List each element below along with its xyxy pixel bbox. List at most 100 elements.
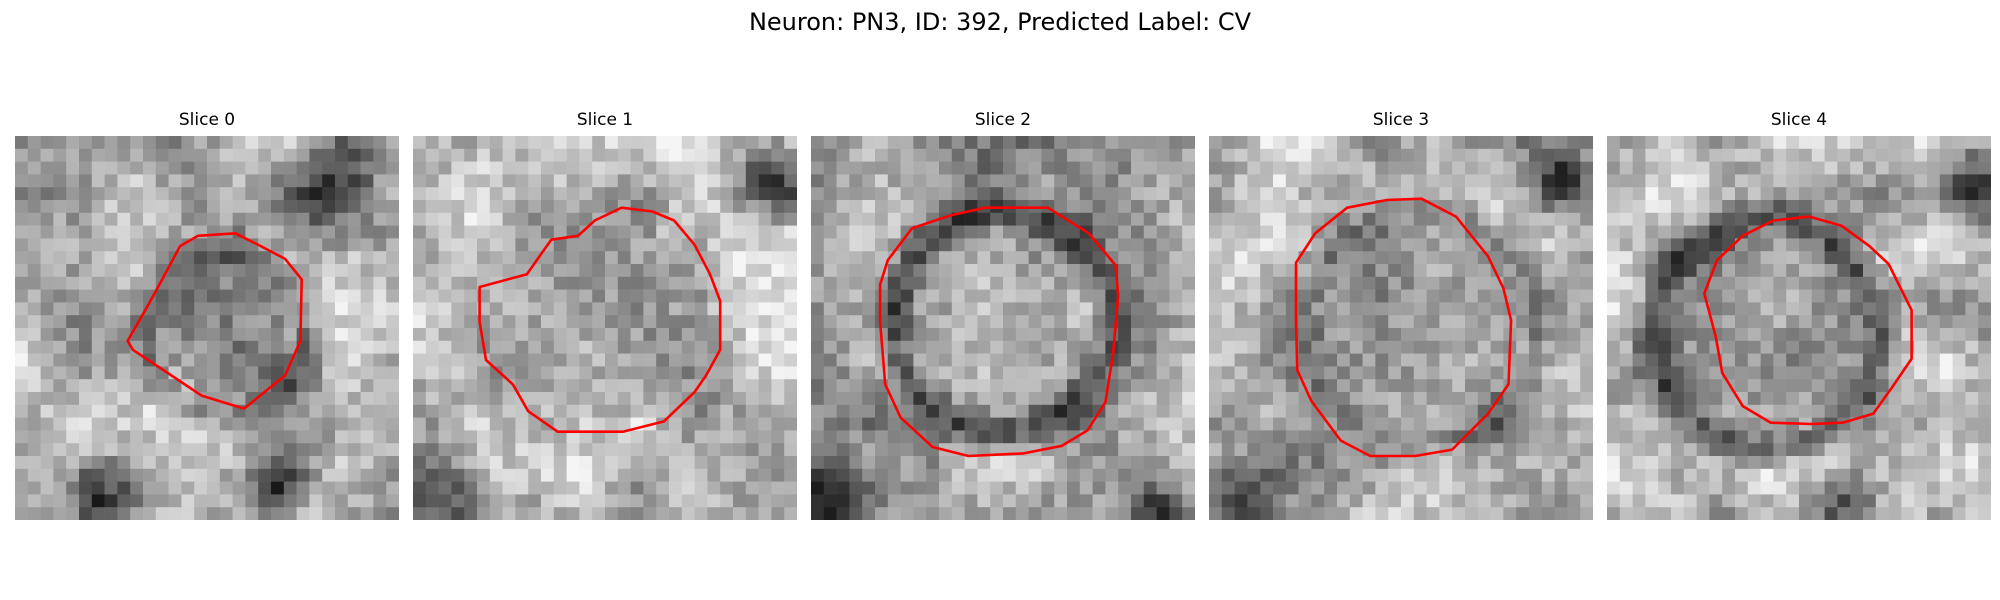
image-pixel — [1169, 481, 1183, 495]
image-pixel — [1786, 353, 1800, 367]
image-pixel — [1952, 507, 1966, 520]
image-pixel — [1349, 481, 1363, 495]
image-pixel — [1671, 225, 1685, 239]
image-pixel — [1580, 238, 1593, 252]
image-pixel — [875, 161, 889, 175]
image-pixel — [1273, 161, 1287, 175]
image-pixel — [1156, 468, 1170, 482]
image-pixel — [1234, 392, 1248, 406]
image-pixel — [1952, 174, 1966, 188]
image-pixel — [1567, 417, 1581, 431]
image-pixel — [656, 200, 670, 214]
image-pixel — [849, 212, 863, 226]
image-pixel — [451, 494, 465, 508]
image-pixel — [541, 507, 555, 520]
image-pixel — [386, 302, 399, 316]
image-pixel — [1169, 264, 1183, 278]
image-pixel — [1003, 468, 1017, 482]
image-pixel — [1143, 136, 1157, 150]
image-pixel — [836, 456, 850, 470]
image-pixel — [964, 276, 978, 290]
image-pixel — [1477, 225, 1491, 239]
image-pixel — [913, 328, 927, 342]
image-pixel — [1760, 200, 1774, 214]
image-pixel — [296, 366, 310, 380]
image-pixel — [1875, 174, 1889, 188]
image-pixel — [784, 392, 797, 406]
image-pixel — [1209, 251, 1223, 265]
image-pixel — [335, 174, 349, 188]
image-pixel — [271, 353, 285, 367]
image-pixel — [630, 494, 644, 508]
image-pixel — [566, 366, 580, 380]
image-pixel — [1388, 430, 1402, 444]
image-pixel — [939, 187, 953, 201]
image-pixel — [733, 187, 747, 201]
image-pixel — [451, 136, 465, 150]
image-pixel — [900, 404, 914, 418]
image-pixel — [413, 456, 427, 470]
image-pixel — [1939, 315, 1953, 329]
image-pixel — [1169, 225, 1183, 239]
image-pixel — [335, 289, 349, 303]
image-pixel — [181, 340, 195, 354]
image-pixel — [1079, 289, 1093, 303]
image-pixel — [1015, 328, 1029, 342]
image-pixel — [1773, 276, 1787, 290]
image-pixel — [630, 187, 644, 201]
image-pixel — [1298, 443, 1312, 457]
image-pixel — [1156, 315, 1170, 329]
image-pixel — [964, 507, 978, 520]
image-pixel — [245, 161, 259, 175]
image-pixel — [1118, 212, 1132, 226]
image-pixel — [707, 481, 721, 495]
image-pixel — [1824, 302, 1838, 316]
image-pixel — [1786, 404, 1800, 418]
image-pixel — [143, 430, 157, 444]
image-pixel — [1209, 468, 1223, 482]
image-pixel — [1965, 366, 1979, 380]
image-pixel — [1156, 392, 1170, 406]
image-pixel — [1156, 187, 1170, 201]
image-pixel — [1978, 315, 1991, 329]
image-pixel — [771, 161, 785, 175]
image-pixel — [1477, 302, 1491, 316]
image-pixel — [1541, 404, 1555, 418]
image-pixel — [1015, 161, 1029, 175]
image-pixel — [477, 238, 491, 252]
image-pixel — [951, 328, 965, 342]
image-pixel — [168, 340, 182, 354]
image-pixel — [1875, 238, 1889, 252]
image-pixel — [347, 468, 361, 482]
image-pixel — [1875, 481, 1889, 495]
image-pixel — [373, 392, 387, 406]
image-pixel — [258, 443, 272, 457]
image-pixel — [1003, 302, 1017, 316]
image-pixel — [1747, 264, 1761, 278]
image-pixel — [1952, 200, 1966, 214]
image-pixel — [758, 315, 772, 329]
image-pixel — [1465, 468, 1479, 482]
image-pixel — [79, 392, 93, 406]
image-pixel — [900, 456, 914, 470]
image-pixel — [1273, 443, 1287, 457]
image-pixel — [1054, 161, 1068, 175]
image-pixel — [1632, 289, 1646, 303]
image-pixel — [360, 212, 374, 226]
image-pixel — [1143, 392, 1157, 406]
image-pixel — [1156, 251, 1170, 265]
image-pixel — [347, 289, 361, 303]
image-pixel — [1209, 212, 1223, 226]
image-pixel — [875, 136, 889, 150]
image-pixel — [1965, 187, 1979, 201]
image-pixel — [1015, 379, 1029, 393]
image-pixel — [1426, 174, 1440, 188]
image-pixel — [91, 225, 105, 239]
image-pixel — [977, 507, 991, 520]
image-pixel — [1811, 404, 1825, 418]
image-pixel — [117, 507, 131, 520]
image-pixel — [360, 507, 374, 520]
image-pixel — [1914, 353, 1928, 367]
image-pixel — [951, 353, 965, 367]
image-pixel — [53, 481, 67, 495]
